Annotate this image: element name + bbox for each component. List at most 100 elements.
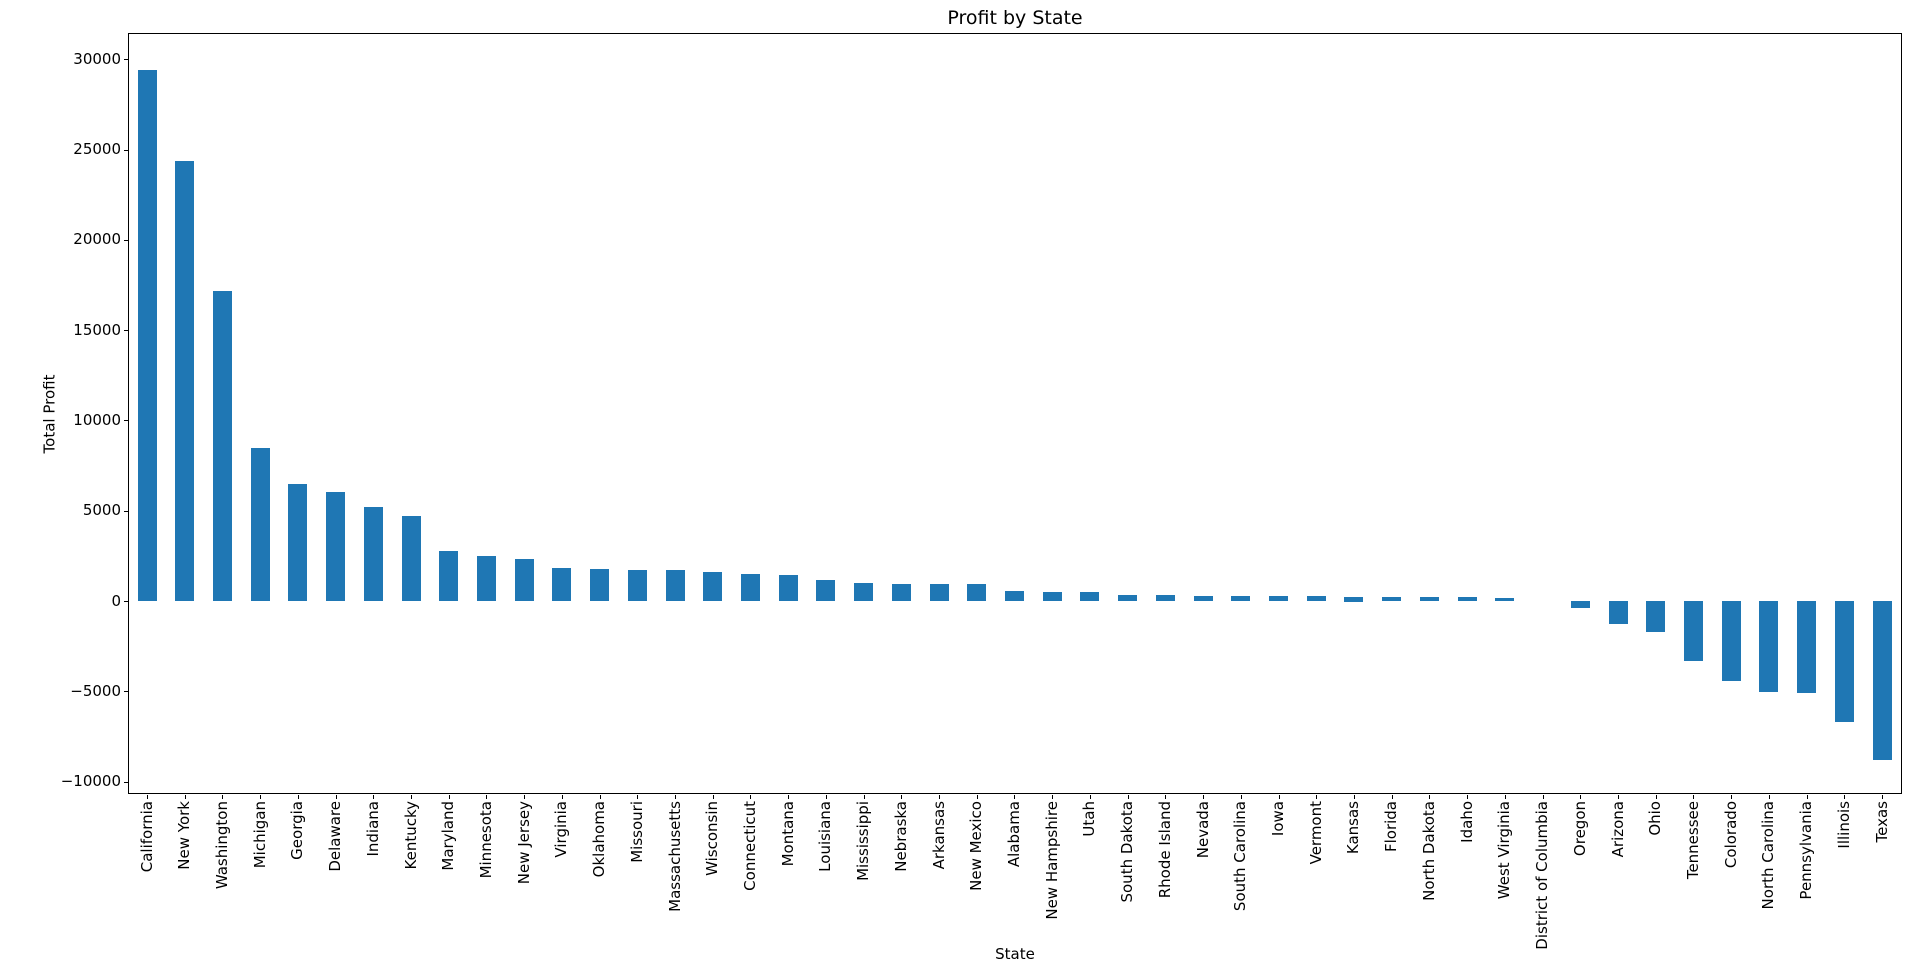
bar-virginia [552, 568, 572, 602]
x-tick-label-vermont: Vermont [1306, 801, 1325, 865]
x-tick-mark-wisconsin [713, 795, 714, 799]
x-tick-mark-district-of-columbia [1543, 795, 1544, 799]
x-tick-label-kansas: Kansas [1344, 801, 1363, 855]
x-tick-mark-tennessee [1693, 795, 1694, 799]
chart-title: Profit by State [947, 7, 1083, 29]
x-tick-mark-kentucky [411, 795, 412, 799]
bar-ohio [1646, 601, 1666, 632]
y-tick-label-20000: 20000 [73, 230, 121, 249]
bar-delaware [326, 491, 346, 601]
x-tick-label-oklahoma: Oklahoma [590, 801, 609, 878]
x-tick-label-new-jersey: New Jersey [514, 801, 533, 885]
y-tick-label-30000: 30000 [73, 49, 121, 68]
bar-tennessee [1683, 601, 1703, 661]
bar-texas [1872, 601, 1892, 760]
x-tick-label-missouri: Missouri [627, 801, 646, 863]
plot-area [128, 33, 1902, 794]
bar-mississippi [854, 582, 874, 601]
x-tick-label-arkansas: Arkansas [929, 801, 948, 870]
bar-oregon [1570, 601, 1590, 608]
y-tick-label--5000: −5000 [70, 681, 121, 700]
x-tick-label-delaware: Delaware [326, 801, 345, 872]
y-tick-mark-15000 [124, 330, 128, 331]
x-tick-label-south-carolina: South Carolina [1231, 801, 1250, 912]
x-tick-label-west-virginia: West Virginia [1495, 801, 1514, 900]
bar-georgia [288, 484, 308, 602]
x-tick-label-montana: Montana [778, 801, 797, 867]
x-tick-mark-vermont [1316, 795, 1317, 799]
x-tick-mark-nevada [1203, 795, 1204, 799]
x-tick-mark-pennsylvania [1807, 795, 1808, 799]
x-tick-label-georgia: Georgia [288, 801, 307, 860]
x-tick-mark-ohio [1656, 795, 1657, 799]
bar-new-jersey [514, 559, 534, 602]
x-tick-label-mississippi: Mississippi [854, 801, 873, 881]
x-tick-label-colorado: Colorado [1721, 801, 1740, 869]
bar-maryland [439, 550, 459, 601]
x-tick-mark-west-virginia [1505, 795, 1506, 799]
x-tick-mark-mississippi [864, 795, 865, 799]
x-tick-label-kentucky: Kentucky [401, 801, 420, 870]
x-tick-label-district-of-columbia: District of Columbia [1533, 801, 1551, 950]
bar-new-hampshire [1042, 591, 1062, 601]
bar-connecticut [741, 573, 760, 601]
x-tick-mark-florida [1392, 795, 1393, 799]
x-tick-mark-south-carolina [1241, 795, 1242, 799]
x-tick-mark-oklahoma [600, 795, 601, 799]
x-tick-label-utah: Utah [1080, 801, 1099, 837]
x-tick-mark-arkansas [939, 795, 940, 799]
bar-nevada [1193, 595, 1213, 601]
x-tick-mark-missouri [637, 795, 638, 799]
x-tick-label-iowa: Iowa [1269, 801, 1287, 837]
bar-louisiana [816, 579, 836, 601]
x-tick-label-wisconsin: Wisconsin [703, 801, 722, 876]
bar-arizona [1608, 601, 1628, 624]
x-axis-label: State [995, 945, 1035, 963]
bar-kansas [1344, 596, 1364, 602]
bar-new-york [175, 160, 195, 601]
bar-massachusetts [665, 570, 685, 602]
y-tick-label-0: 0 [111, 591, 121, 610]
x-tick-mark-arizona [1618, 795, 1619, 799]
bar-nebraska [891, 583, 911, 601]
x-tick-label-rhode-island: Rhode Island [1155, 801, 1174, 899]
y-tick-mark-5000 [124, 511, 128, 512]
y-tick-mark-30000 [124, 59, 128, 60]
x-tick-label-idaho: Idaho [1457, 801, 1476, 843]
x-tick-label-texas: Texas [1872, 801, 1891, 843]
x-tick-label-arizona: Arizona [1608, 801, 1627, 858]
bar-alabama [1005, 591, 1024, 602]
x-tick-mark-new-hampshire [1052, 795, 1053, 799]
x-tick-mark-georgia [298, 795, 299, 799]
x-tick-mark-new-mexico [977, 795, 978, 799]
x-tick-label-tennessee: Tennessee [1683, 801, 1702, 880]
x-tick-mark-virginia [562, 795, 563, 799]
x-tick-label-california: California [137, 801, 156, 873]
bar-illinois [1834, 601, 1854, 722]
x-tick-label-oregon: Oregon [1570, 801, 1589, 857]
x-tick-mark-new-jersey [524, 795, 525, 799]
x-tick-mark-montana [788, 795, 789, 799]
y-tick-label-15000: 15000 [73, 320, 121, 339]
x-tick-label-washington: Washington [212, 801, 231, 890]
bar-south-carolina [1231, 595, 1251, 601]
bar-minnesota [477, 556, 496, 601]
bar-north-dakota [1419, 596, 1439, 601]
bar-indiana [363, 506, 383, 601]
x-tick-label-new-hampshire: New Hampshire [1042, 801, 1061, 920]
x-tick-mark-illinois [1844, 795, 1845, 799]
bar-iowa [1269, 596, 1288, 601]
y-tick-label-25000: 25000 [73, 140, 121, 159]
bar-wisconsin [703, 571, 723, 601]
x-tick-mark-oregon [1580, 795, 1581, 799]
y-tick-mark-20000 [124, 240, 128, 241]
y-tick-label-5000: 5000 [82, 501, 121, 520]
x-tick-mark-utah [1090, 795, 1091, 799]
bar-new-mexico [967, 584, 987, 602]
y-tick-mark--10000 [124, 782, 128, 783]
bar-california [137, 70, 157, 602]
bar-colorado [1721, 601, 1741, 681]
x-tick-label-virginia: Virginia [552, 801, 571, 858]
y-tick-label--10000: −10000 [60, 772, 121, 790]
y-tick-mark--5000 [124, 691, 128, 692]
